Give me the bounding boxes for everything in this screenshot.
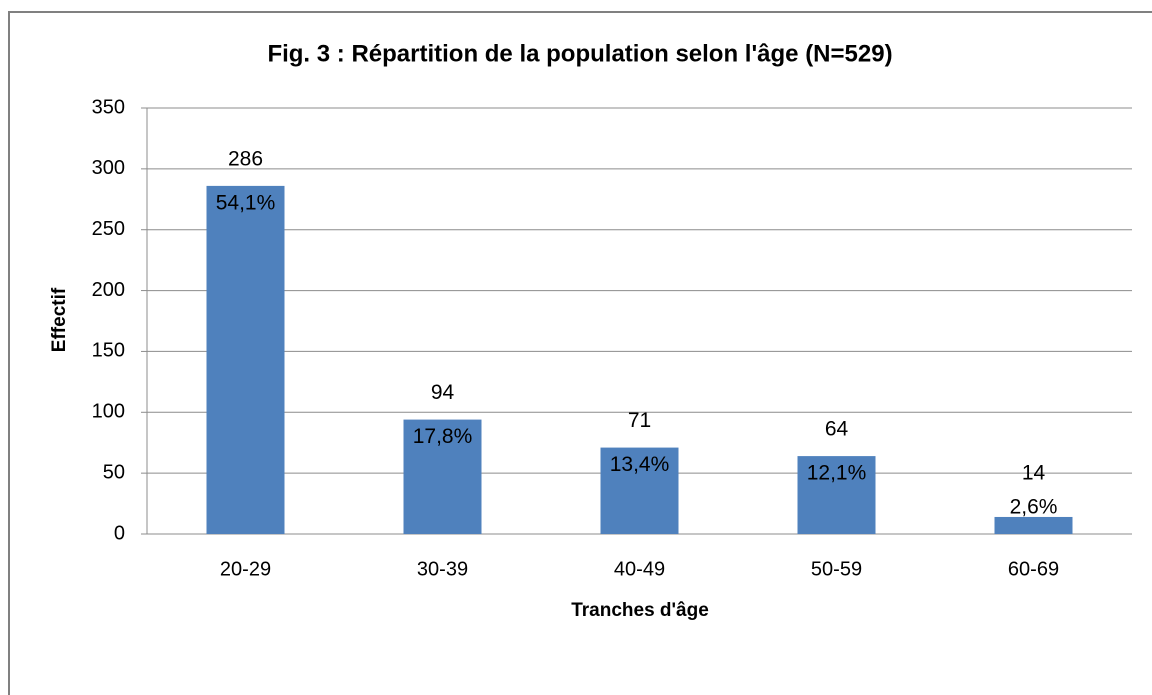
data-label: 71 — [628, 409, 651, 432]
data-label: 286 — [228, 147, 263, 170]
bar — [797, 456, 876, 534]
y-tick-label: 150 — [92, 340, 125, 362]
bar — [206, 185, 285, 534]
y-tick-label: 350 — [92, 96, 125, 118]
y-tick-label: 100 — [92, 401, 125, 423]
percent-label: 17,8% — [413, 425, 473, 448]
x-tick-label: 20-29 — [220, 558, 271, 580]
y-tick-label: 250 — [92, 218, 125, 240]
data-label: 64 — [825, 418, 849, 441]
percent-label: 12,1% — [807, 462, 867, 485]
bar — [994, 516, 1073, 534]
percent-label: 54,1% — [216, 191, 276, 214]
data-label: 94 — [431, 381, 455, 404]
y-tick-label: 0 — [114, 522, 125, 544]
bar — [600, 447, 679, 534]
data-label: 14 — [1022, 462, 1046, 485]
x-tick-label: 30-39 — [417, 558, 468, 580]
x-axis-label: Tranches d'âge — [571, 600, 709, 621]
x-tick-label: 60-69 — [1008, 558, 1059, 580]
y-tick-label: 200 — [92, 279, 125, 301]
x-tick-label: 50-59 — [811, 558, 862, 580]
y-axis-label: Effectif — [49, 287, 70, 352]
x-tick-label: 40-49 — [614, 558, 665, 580]
percent-label: 2,6% — [1010, 496, 1058, 519]
y-tick-label: 300 — [92, 157, 125, 179]
bar — [403, 419, 482, 534]
chart-title: Fig. 3 : Répartition de la population se… — [267, 40, 892, 67]
chart-frame — [8, 11, 1152, 695]
y-tick-label: 50 — [103, 461, 125, 483]
percent-label: 13,4% — [610, 453, 670, 476]
